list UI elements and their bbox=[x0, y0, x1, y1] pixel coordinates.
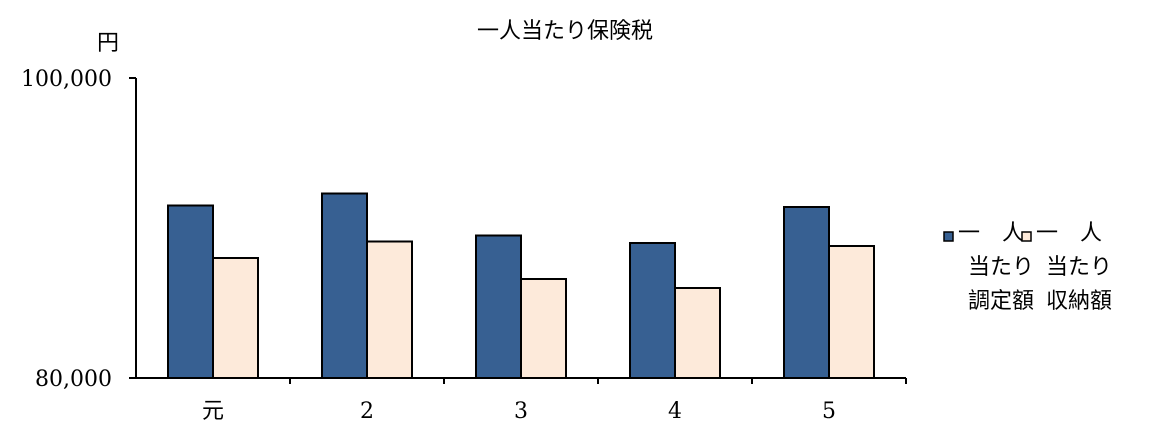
legend-label-line: 一 人 bbox=[958, 221, 1024, 246]
chart-title: 一人当たり保険税 bbox=[477, 19, 653, 44]
legend-label-line: 当たり bbox=[968, 255, 1034, 280]
x-tick-label: 5 bbox=[822, 399, 836, 424]
y-tick-label: 80,000 bbox=[35, 367, 112, 392]
x-tick-label: 2 bbox=[360, 399, 374, 424]
bar-1-4 bbox=[629, 242, 676, 379]
bar-1-5 bbox=[783, 206, 830, 379]
x-tick-label: 元 bbox=[202, 399, 224, 424]
bar-1-2 bbox=[321, 192, 368, 379]
y-axis-unit-label: 円 bbox=[97, 31, 119, 56]
y-tick-label: 100,000 bbox=[21, 67, 112, 92]
x-tick-label: 4 bbox=[668, 399, 682, 424]
legend-swatch-1 bbox=[943, 231, 954, 242]
x-tick-label: 3 bbox=[514, 399, 528, 424]
legend-label-line: 調定額 bbox=[968, 289, 1034, 314]
plot-area: 元 2 3 4 5 80,000 100,000 bbox=[21, 67, 907, 424]
bar-1-3 bbox=[475, 234, 522, 379]
legend-swatch-2 bbox=[1021, 231, 1032, 242]
legend-label-line: 一 人 bbox=[1036, 221, 1102, 246]
bar-1-1 bbox=[167, 204, 214, 379]
bar-2-4 bbox=[674, 287, 721, 379]
bar-2-1 bbox=[212, 257, 259, 379]
legend-label-line: 収納額 bbox=[1046, 289, 1112, 314]
bar-2-5 bbox=[828, 245, 875, 379]
bar-2-2 bbox=[366, 240, 413, 379]
legend-label-line: 当たり bbox=[1046, 255, 1112, 280]
bar-2-3 bbox=[520, 278, 567, 379]
